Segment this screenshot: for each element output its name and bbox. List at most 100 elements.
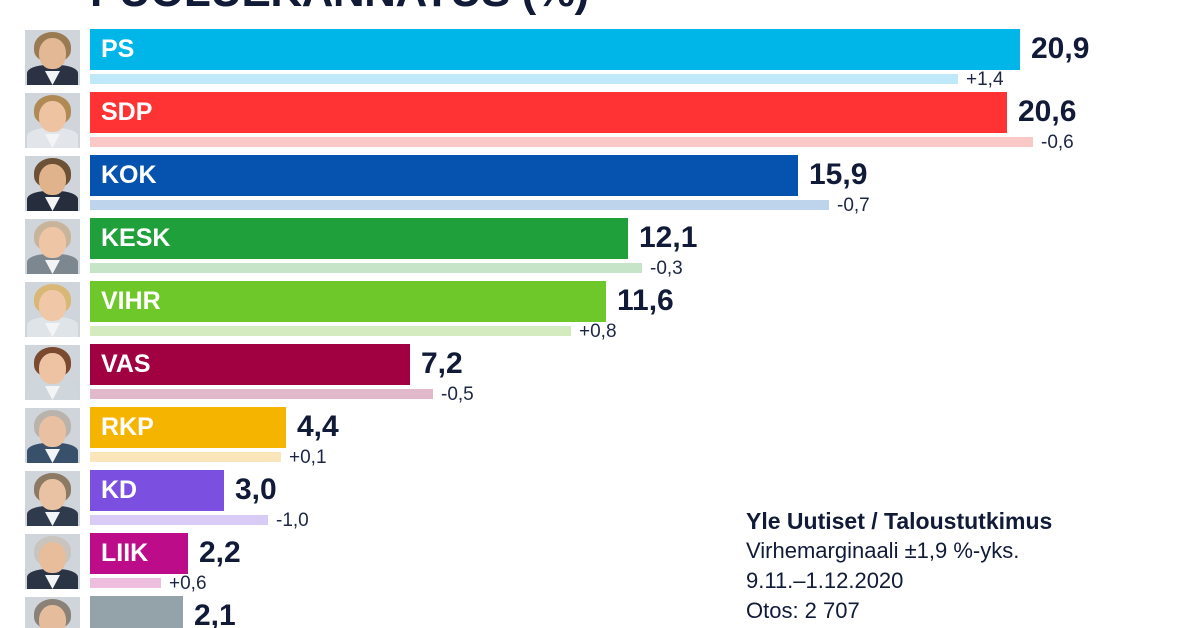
party-bar-area: LIIK 2,2 +0,6 — [90, 532, 1200, 595]
portrait-head — [39, 38, 66, 69]
party-bar[interactable] — [90, 92, 1007, 133]
portrait-face — [25, 597, 80, 628]
credits-margin-of-error: Virhemarginaali ±1,9 %-yks. — [746, 538, 1020, 563]
party-code-label: RKP — [101, 413, 154, 441]
party-value-label: 2,2 — [199, 536, 241, 569]
party-change-label: +0,8 — [579, 321, 617, 342]
party-value-label: 3,0 — [235, 473, 277, 506]
party-leader-portrait — [25, 219, 80, 274]
previous-value-bar[interactable] — [90, 263, 642, 273]
previous-value-bar[interactable] — [90, 200, 829, 210]
credits-source: Yle Uutiset / Taloustutkimus — [746, 508, 1053, 534]
previous-value-bar[interactable] — [90, 326, 571, 336]
party-value-label: 15,9 — [809, 158, 868, 191]
party-row: SDP 20,6 -0,6 — [0, 91, 1200, 154]
party-change-label: -1,0 — [276, 510, 309, 531]
party-change-label: -0,5 — [441, 384, 474, 405]
party-row: KOK 15,9 -0,7 — [0, 154, 1200, 217]
party-leader-portrait — [25, 534, 80, 589]
party-bar-area: KOK 15,9 -0,7 — [90, 154, 1200, 217]
party-code-label: KOK — [101, 161, 157, 189]
party-code-label: VAS — [101, 350, 151, 378]
party-bar[interactable] — [90, 470, 224, 511]
party-value-label: 12,1 — [639, 221, 698, 254]
party-change-label: -0,7 — [837, 195, 870, 216]
party-bar-area: PS 20,9 +1,4 — [90, 28, 1200, 91]
bar-rows: PS 20,9 +1,4 SDP 20,6 -0,6 KOK 15,9 -0,7 KESK 12,1… — [0, 28, 1200, 628]
previous-value-bar[interactable] — [90, 578, 161, 588]
credits-sample: Otos: 2 707 — [746, 598, 860, 623]
party-code-label: LIIK — [101, 539, 149, 567]
previous-value-bar[interactable] — [90, 452, 281, 462]
page-title: PUOLUEKANNATUS (%) — [90, 0, 589, 14]
portrait-head — [39, 227, 66, 258]
portrait-head — [39, 290, 66, 321]
party-code-label: SDP — [101, 98, 153, 126]
party-bar-area: 2,1 — [90, 595, 1200, 628]
portrait-face — [25, 93, 80, 148]
portrait-head — [39, 164, 66, 195]
party-bar[interactable] — [90, 533, 188, 574]
portrait-head — [39, 353, 66, 384]
portrait-face — [25, 30, 80, 85]
party-leader-portrait — [25, 156, 80, 211]
party-leader-portrait — [25, 408, 80, 463]
party-bar-area: KD 3,0 -1,0 — [90, 469, 1200, 532]
portrait-head — [39, 542, 66, 573]
party-leader-portrait — [25, 471, 80, 526]
party-change-label: +0,1 — [289, 447, 327, 468]
party-code-label: KESK — [101, 224, 171, 252]
party-bar[interactable] — [90, 218, 628, 259]
party-bar-area: VAS 7,2 -0,5 — [90, 343, 1200, 406]
party-code-label: KD — [101, 476, 138, 504]
party-bar[interactable] — [90, 29, 1020, 70]
party-row: PS 20,9 +1,4 — [0, 28, 1200, 91]
party-value-label: 20,9 — [1031, 32, 1090, 65]
party-change-label: +1,4 — [966, 69, 1004, 90]
previous-value-bar[interactable] — [90, 515, 268, 525]
party-leader-portrait — [25, 30, 80, 85]
party-code-label: PS — [101, 35, 135, 63]
portrait-face — [25, 408, 80, 463]
party-row: 2,1 — [0, 595, 1200, 628]
party-bar[interactable] — [90, 596, 183, 628]
party-value-label: 7,2 — [421, 347, 463, 380]
party-bar-area: RKP 4,4 +0,1 — [90, 406, 1200, 469]
portrait-face — [25, 219, 80, 274]
party-change-label: +0,6 — [169, 573, 207, 594]
portrait-face — [25, 534, 80, 589]
party-bar-area: KESK 12,1 -0,3 — [90, 217, 1200, 280]
portrait-head — [39, 605, 66, 628]
portrait-head — [39, 101, 66, 132]
party-change-label: -0,6 — [1041, 132, 1074, 153]
party-change-label: -0,3 — [650, 258, 683, 279]
previous-value-bar[interactable] — [90, 74, 958, 84]
party-bar[interactable] — [90, 281, 606, 322]
party-row: RKP 4,4 +0,1 — [0, 406, 1200, 469]
party-leader-portrait — [25, 282, 80, 337]
party-bar[interactable] — [90, 407, 286, 448]
party-leader-portrait — [25, 93, 80, 148]
party-row: LIIK 2,2 +0,6 — [0, 532, 1200, 595]
party-value-label: 11,6 — [617, 284, 674, 317]
party-leader-portrait — [25, 345, 80, 400]
party-row: VIHR 11,6 +0,8 — [0, 280, 1200, 343]
party-bar[interactable] — [90, 155, 798, 196]
previous-value-bar[interactable] — [90, 137, 1033, 147]
party-bar[interactable] — [90, 344, 410, 385]
portrait-face — [25, 156, 80, 211]
portrait-face — [25, 345, 80, 400]
party-value-label: 2,1 — [194, 599, 236, 628]
portrait-head — [39, 416, 66, 447]
credits-block: Yle Uutiset / Taloustutkimus Virhemargin… — [746, 506, 1186, 626]
party-row: VAS 7,2 -0,5 — [0, 343, 1200, 406]
party-row: KESK 12,1 -0,3 — [0, 217, 1200, 280]
party-leader-portrait — [25, 597, 80, 628]
previous-value-bar[interactable] — [90, 389, 433, 399]
portrait-face — [25, 282, 80, 337]
party-code-label: VIHR — [101, 287, 161, 315]
party-value-label: 4,4 — [297, 410, 339, 443]
credits-period: 9.11.–1.12.2020 — [746, 568, 904, 593]
portrait-head — [39, 479, 66, 510]
